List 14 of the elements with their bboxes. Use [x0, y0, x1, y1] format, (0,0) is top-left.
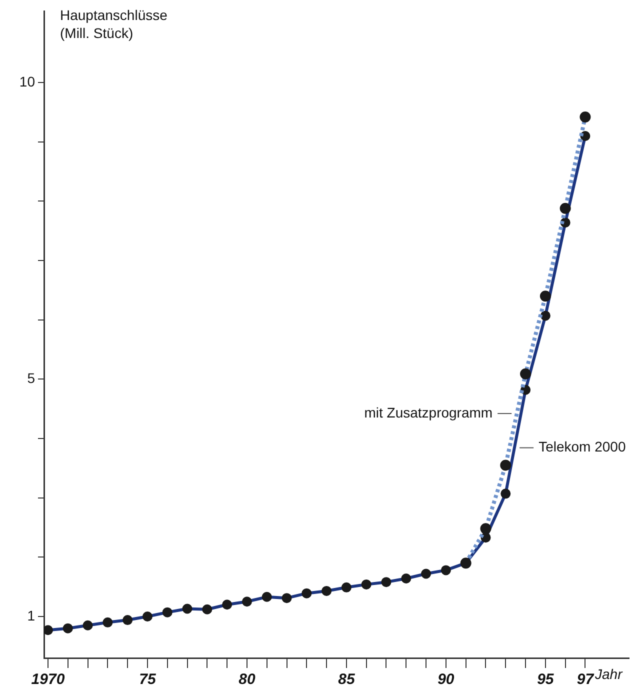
- series-label: mit Zusatzprogramm: [364, 404, 493, 420]
- x-axis-title: Jahr: [595, 666, 622, 682]
- series-label: Telekom 2000: [538, 438, 626, 455]
- x-tick-label: 1970: [31, 671, 66, 688]
- x-tick-label: 75: [139, 671, 156, 688]
- y-axis-title: Hauptanschlüsse (Mill. Stück): [60, 6, 168, 42]
- x-tick-label: 80: [238, 671, 256, 688]
- x-tick-label: 85: [338, 671, 356, 688]
- x-tick-label: 90: [438, 671, 455, 688]
- x-tick-label: 95: [537, 671, 554, 688]
- y-tick-label: 10: [19, 73, 36, 90]
- y-tick-label: 5: [27, 370, 36, 386]
- x-tick-label: 97: [576, 671, 594, 688]
- y-tick-label: 1: [27, 607, 36, 624]
